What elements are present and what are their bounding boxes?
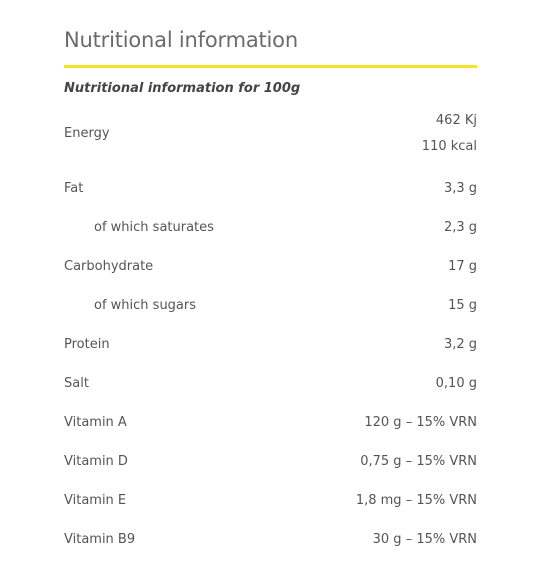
nutrient-row-sugars: of which sugars 15 g [64,298,477,318]
nutrient-row-protein: Protein 3,2 g [64,337,477,357]
nutrient-row-fat: Fat 3,3 g [64,181,477,201]
nutrient-value: 1,8 mg – 15% VRN [355,493,477,508]
nutrient-label: Vitamin A [64,415,127,430]
nutrient-row-energy: Energy 462 Kj 110 kcal [64,113,477,154]
nutrient-value: 120 g – 15% VRN [364,415,477,430]
nutrient-row-carbohydrate: Carbohydrate 17 g [64,259,477,279]
energy-kcal-value: 110 kcal [421,139,477,154]
nutrient-value: 2,3 g [443,220,477,235]
nutrient-label: Energy [64,126,110,141]
nutrient-label: Salt [64,376,89,391]
energy-kj-value: 462 Kj [435,113,477,128]
table-subtitle: Nutritional information for 100g [64,81,301,96]
nutrient-value: 0,75 g – 15% VRN [360,454,477,469]
nutrient-row-saturates: of which saturates 2,3 g [64,220,477,240]
nutrient-label: Carbohydrate [64,259,154,274]
nutrient-label: Vitamin E [64,493,127,508]
nutrient-row-vitamin-a: Vitamin A 120 g – 15% VRN [64,415,477,435]
title-underline [64,65,477,68]
nutrient-value: 30 g – 15% VRN [372,532,477,547]
nutrient-row-vitamin-d: Vitamin D 0,75 g – 15% VRN [64,454,477,474]
nutrient-label: of which saturates [94,220,214,235]
nutrient-value: 0,10 g [435,376,477,391]
nutrient-value: 3,3 g [443,181,477,196]
nutrient-label: Fat [64,181,84,196]
nutrient-label: Vitamin D [64,454,128,469]
nutrient-value: 15 g [448,298,477,313]
page-title: Nutritional information [64,28,298,52]
nutrient-label: of which sugars [94,298,197,313]
nutrient-value: 3,2 g [443,337,477,352]
nutrient-row-vitamin-e: Vitamin E 1,8 mg – 15% VRN [64,493,477,513]
nutrient-row-salt: Salt 0,10 g [64,376,477,396]
nutrient-label: Protein [64,337,110,352]
nutrient-row-vitamin-b9: Vitamin B9 30 g – 15% VRN [64,532,477,552]
nutrient-label: Vitamin B9 [64,532,136,547]
nutrient-value: 17 g [448,259,477,274]
